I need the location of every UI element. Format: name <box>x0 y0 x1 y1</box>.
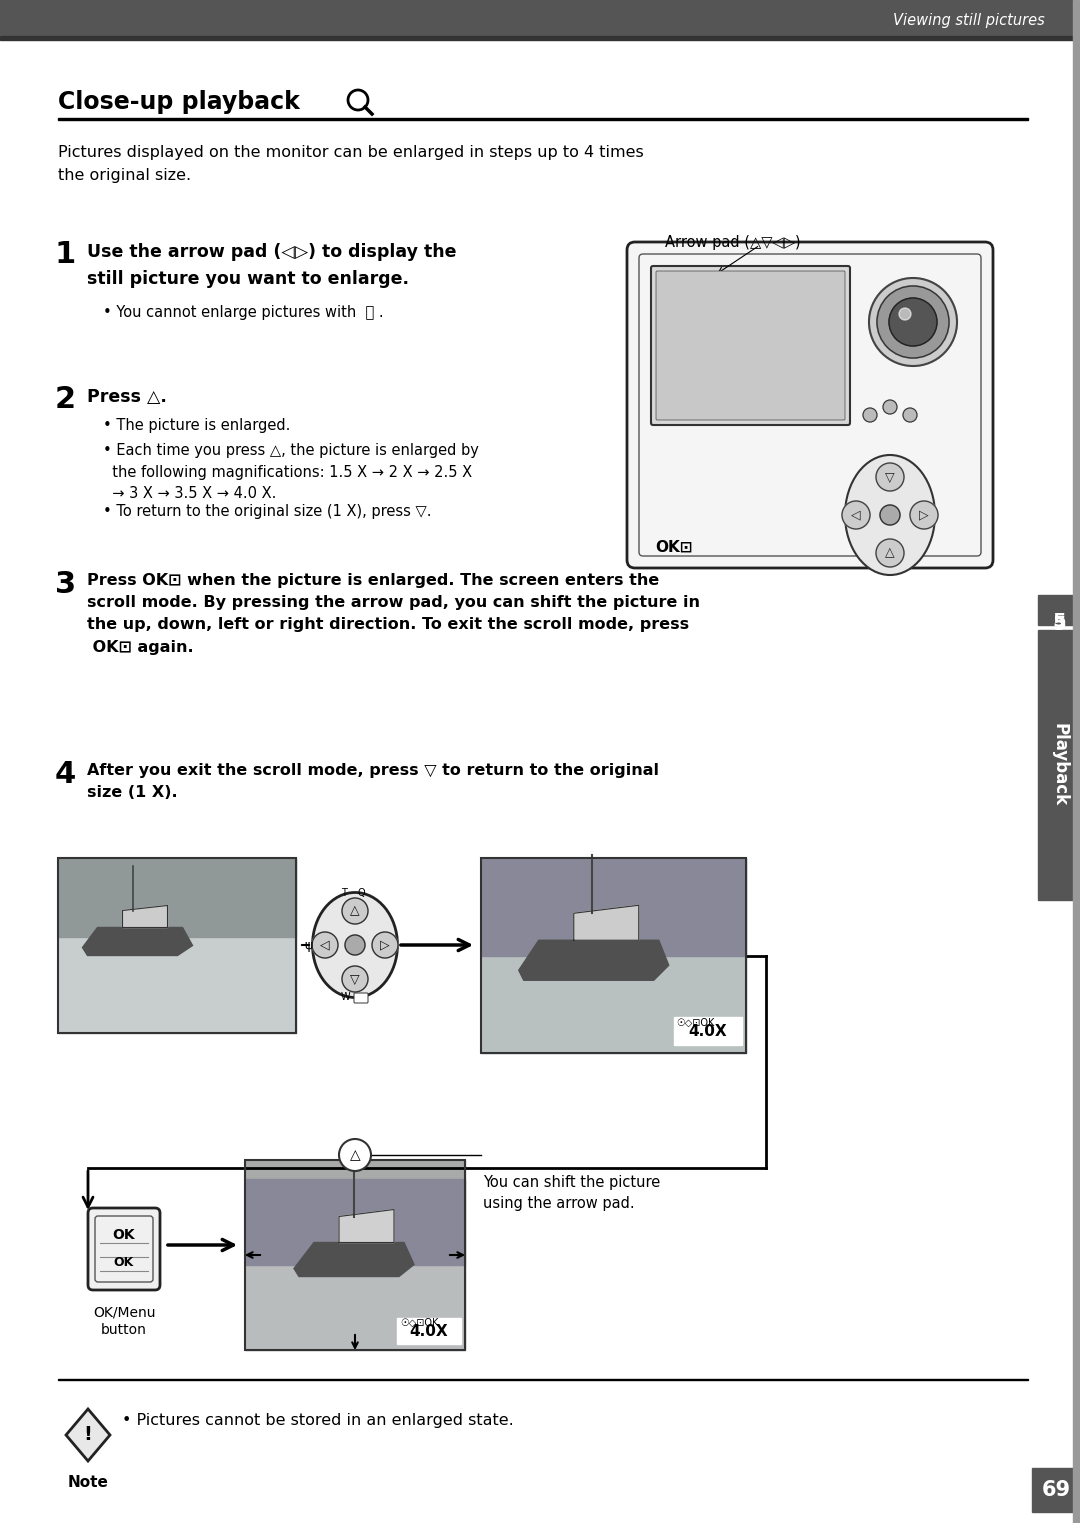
Circle shape <box>876 463 904 490</box>
Text: 4.0X: 4.0X <box>409 1323 448 1339</box>
Circle shape <box>842 501 870 528</box>
Bar <box>0 37 1080 40</box>
Text: • Pictures cannot be stored in an enlarged state.: • Pictures cannot be stored in an enlarg… <box>122 1413 514 1429</box>
Text: Use the arrow pad (◁▷) to display the
still picture you want to enlarge.: Use the arrow pad (◁▷) to display the st… <box>87 244 457 288</box>
Text: ◁: ◁ <box>851 509 861 521</box>
Circle shape <box>903 408 917 422</box>
Text: ◁: ◁ <box>320 938 329 952</box>
Bar <box>397 1317 461 1343</box>
Text: ▽: ▽ <box>350 973 360 985</box>
Circle shape <box>877 286 949 358</box>
Bar <box>1038 631 1080 900</box>
Ellipse shape <box>312 892 397 998</box>
Circle shape <box>372 932 399 958</box>
Polygon shape <box>339 1209 394 1243</box>
Bar <box>245 1264 465 1349</box>
Text: Close-up playback: Close-up playback <box>58 90 300 114</box>
Bar <box>58 117 1028 120</box>
Circle shape <box>910 501 939 528</box>
Text: Arrow pad (△▽◁▷): Arrow pad (△▽◁▷) <box>665 235 800 250</box>
Bar <box>481 857 746 1052</box>
Bar <box>245 1179 465 1264</box>
Text: OK⊡: OK⊡ <box>654 541 692 554</box>
Bar <box>245 1161 465 1349</box>
Circle shape <box>345 935 365 955</box>
Bar <box>481 857 746 1052</box>
Text: !: ! <box>83 1426 93 1444</box>
Text: • The picture is enlarged.: • The picture is enlarged. <box>103 417 291 433</box>
Bar <box>1038 595 1080 624</box>
Text: 2: 2 <box>55 385 76 414</box>
Bar <box>1032 1468 1080 1512</box>
Text: OK/Menu
button: OK/Menu button <box>93 1305 156 1337</box>
Text: ψ: ψ <box>303 938 312 952</box>
Text: • Each time you press △, the picture is enlarged by
  the following magnificatio: • Each time you press △, the picture is … <box>103 443 478 501</box>
Bar <box>58 857 296 937</box>
Text: ☉◇⊡OK: ☉◇⊡OK <box>676 1017 714 1028</box>
Text: OK: OK <box>113 1256 134 1269</box>
Bar <box>58 857 296 1033</box>
Text: ▽: ▽ <box>886 471 895 483</box>
Text: ☉◇⊡OK: ☉◇⊡OK <box>400 1317 438 1328</box>
FancyBboxPatch shape <box>87 1208 160 1290</box>
Text: Q: Q <box>357 888 365 899</box>
Polygon shape <box>66 1409 110 1461</box>
Circle shape <box>863 408 877 422</box>
Circle shape <box>889 299 937 346</box>
Text: OK: OK <box>112 1228 135 1241</box>
Text: 1: 1 <box>55 241 77 270</box>
Bar <box>0 0 1080 35</box>
Circle shape <box>342 899 368 924</box>
Circle shape <box>899 308 912 320</box>
Text: After you exit the scroll mode, press ▽ to return to the original
size (1 X).: After you exit the scroll mode, press ▽ … <box>87 763 659 800</box>
Text: Playback: Playback <box>1050 723 1068 807</box>
Bar <box>58 937 296 1033</box>
Text: 4: 4 <box>55 760 77 789</box>
Bar <box>481 955 746 1052</box>
Circle shape <box>342 966 368 991</box>
Text: Note: Note <box>68 1474 108 1489</box>
Polygon shape <box>294 1243 414 1276</box>
Circle shape <box>348 90 368 110</box>
Bar <box>674 1017 742 1045</box>
Polygon shape <box>573 905 638 940</box>
FancyBboxPatch shape <box>656 271 845 420</box>
Text: △: △ <box>350 905 360 917</box>
Text: 5: 5 <box>1052 612 1066 631</box>
Text: You can shift the picture
using the arrow pad.: You can shift the picture using the arro… <box>483 1176 660 1211</box>
Text: Pictures displayed on the monitor can be enlarged in steps up to 4 times
the ori: Pictures displayed on the monitor can be… <box>58 145 644 183</box>
Circle shape <box>869 279 957 366</box>
FancyBboxPatch shape <box>354 993 368 1004</box>
Polygon shape <box>518 940 669 981</box>
FancyBboxPatch shape <box>627 242 993 568</box>
Bar <box>245 1161 465 1349</box>
Polygon shape <box>122 906 167 928</box>
Circle shape <box>339 1139 372 1171</box>
Text: Press OK⊡ when the picture is enlarged. The screen enters the
scroll mode. By pr: Press OK⊡ when the picture is enlarged. … <box>87 573 700 655</box>
Bar <box>1074 0 1080 1523</box>
Text: 69: 69 <box>1041 1480 1070 1500</box>
Circle shape <box>883 401 897 414</box>
Bar <box>58 857 296 1033</box>
Text: Viewing still pictures: Viewing still pictures <box>893 12 1045 27</box>
Text: 3: 3 <box>55 570 76 599</box>
Text: • You cannot enlarge pictures with   .: • You cannot enlarge pictures with  . <box>103 305 383 320</box>
Text: ▷: ▷ <box>380 938 390 952</box>
Ellipse shape <box>845 455 935 576</box>
Circle shape <box>312 932 338 958</box>
Polygon shape <box>82 928 192 955</box>
FancyBboxPatch shape <box>651 267 850 425</box>
Text: W: W <box>340 991 350 1002</box>
Text: △: △ <box>350 1148 361 1162</box>
Bar <box>481 857 746 955</box>
Text: ▷: ▷ <box>919 509 929 521</box>
Text: • To return to the original size (1 X), press ▽.: • To return to the original size (1 X), … <box>103 504 432 519</box>
Text: △: △ <box>886 547 895 559</box>
Circle shape <box>876 539 904 567</box>
Text: 4.0X: 4.0X <box>689 1023 727 1039</box>
Text: 5: 5 <box>1052 615 1066 634</box>
Text: T: T <box>341 888 347 899</box>
Circle shape <box>880 506 900 525</box>
Text: Press △.: Press △. <box>87 388 167 407</box>
